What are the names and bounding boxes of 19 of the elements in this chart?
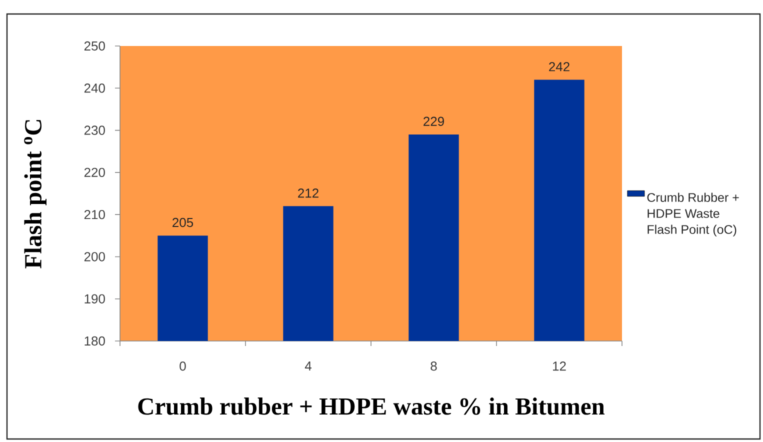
y-tick-label: 200 <box>84 252 105 262</box>
data-label: 242 <box>549 62 570 72</box>
x-tick-label: 12 <box>553 362 566 371</box>
x-tick-label: 0 <box>180 362 186 371</box>
legend-label: Crumb Rubber + HDPE Waste Flash Point (oC) <box>647 192 739 236</box>
y-tick-label: 210 <box>84 210 105 220</box>
y-tick-label: 190 <box>84 294 105 304</box>
y-tick-label: 250 <box>84 41 105 51</box>
y-axis-title: Flash point $^{o}$C <box>24 120 46 268</box>
data-label: 212 <box>298 188 318 198</box>
x-axis-title: Crumb rubber + HDPE waste % in Bitumen <box>138 398 605 415</box>
y-tick-label: 240 <box>84 84 105 93</box>
y-tick-label: 230 <box>84 126 105 135</box>
data-label: 205 <box>172 218 194 228</box>
x-tick-label: 8 <box>430 362 437 371</box>
data-label: 229 <box>424 116 444 126</box>
y-tick-label: 180 <box>84 336 105 346</box>
x-tick-label: 4 <box>304 362 312 370</box>
y-tick-label: 220 <box>84 168 105 178</box>
